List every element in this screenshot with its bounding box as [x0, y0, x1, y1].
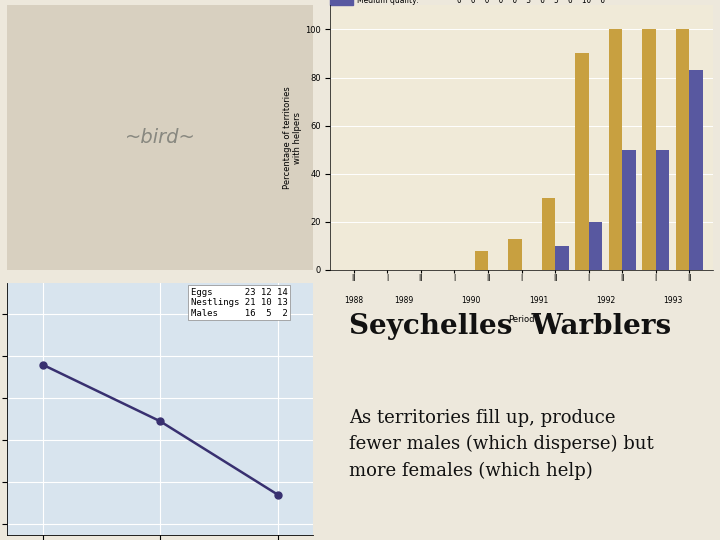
Text: Seychelles  Warblers: Seychelles Warblers [349, 313, 672, 340]
Text: Medium quality:: Medium quality: [357, 0, 419, 5]
Text: Period: Period [508, 315, 535, 324]
Bar [589, 222, 602, 270]
Text: ~bird~: ~bird~ [125, 128, 196, 147]
Text: 1989: 1989 [395, 296, 414, 305]
Bar [575, 53, 589, 270]
Text: 1990: 1990 [462, 296, 481, 305]
Bar [474, 251, 488, 270]
Bar [508, 239, 521, 270]
Bar [555, 246, 569, 270]
Text: 1993: 1993 [663, 296, 683, 305]
Text: 1992: 1992 [596, 296, 615, 305]
Bar [689, 70, 703, 270]
Bar [622, 150, 636, 270]
Bar [330, 0, 354, 5]
Bar [642, 30, 656, 270]
Text: As territories fill up, produce
fewer males (which disperse) but
more females (w: As territories fill up, produce fewer ma… [349, 409, 654, 480]
Bar [609, 30, 622, 270]
Bar [676, 30, 689, 270]
Text: 1991: 1991 [528, 296, 548, 305]
Text: Eggs      23 12 14
Nestlings 21 10 13
Males     16  5  2: Eggs 23 12 14 Nestlings 21 10 13 Males 1… [191, 288, 287, 318]
Bar [656, 150, 669, 270]
Y-axis label: Percentage of territories
with helpers: Percentage of territories with helpers [283, 86, 302, 189]
Text: 0  0  0  0  0  3  6  5  6  10  6: 0 0 0 0 0 3 6 5 6 10 6 [456, 0, 605, 5]
Text: 1988: 1988 [344, 296, 364, 305]
Bar [541, 198, 555, 270]
